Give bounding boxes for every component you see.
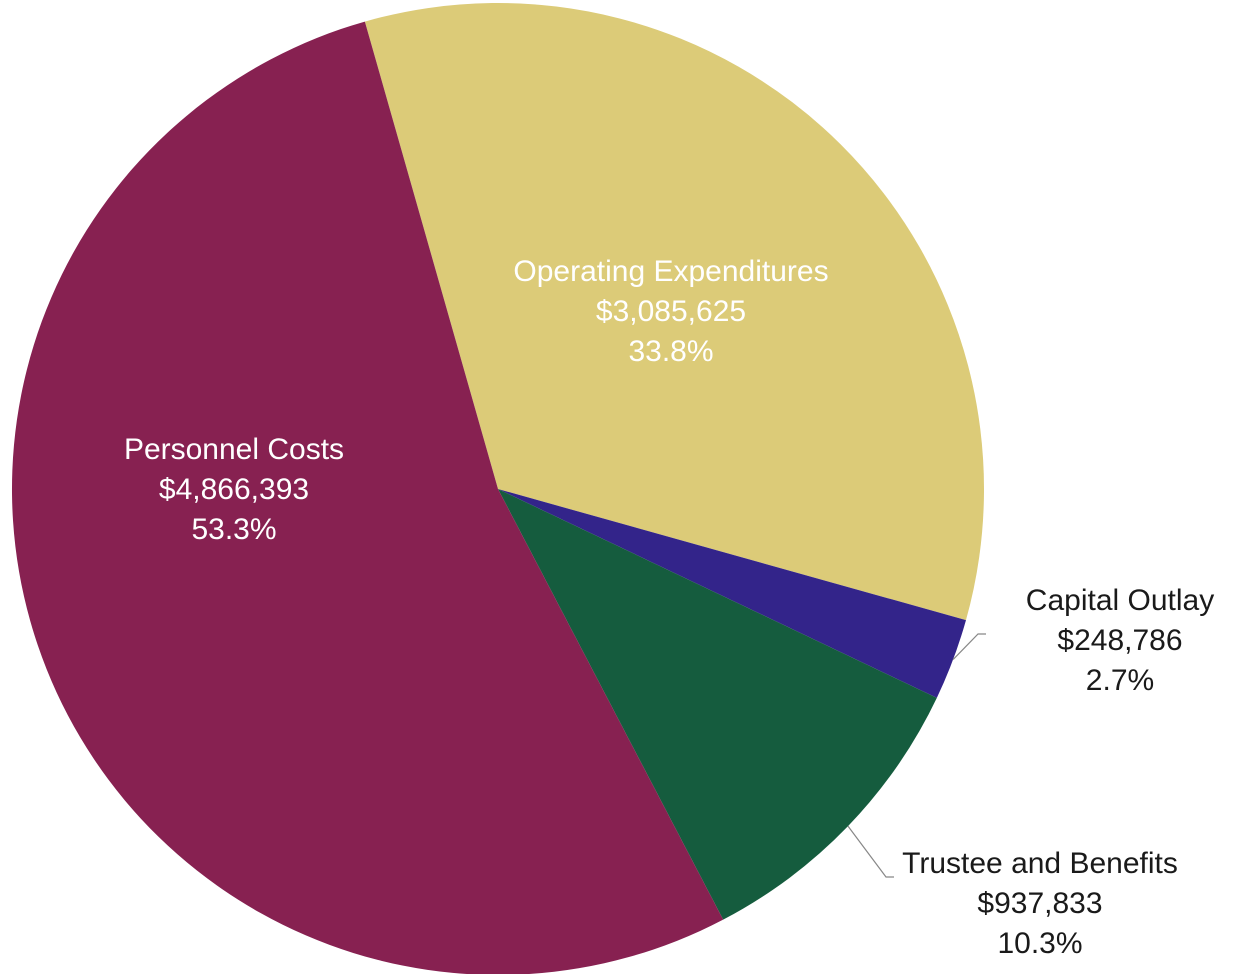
slice-label-trustee-and-benefits: Trustee and Benefits [902, 847, 1178, 880]
slice-percent-operating-expenditures: 33.8% [628, 335, 713, 368]
pie-slice-operating-expenditures [364, 2, 985, 621]
leader-line-trustee-and-benefits [847, 825, 894, 878]
slice-amount-capital-outlay: $248,786 [1057, 624, 1182, 657]
slice-amount-operating-expenditures: $3,085,625 [596, 295, 746, 328]
slice-amount-trustee-and-benefits: $937,833 [977, 887, 1102, 920]
pie-slice-personnel-costs [11, 21, 724, 976]
slice-label-operating-expenditures: Operating Expenditures [513, 255, 828, 288]
slice-amount-personnel-costs: $4,866,393 [159, 473, 309, 506]
slices-layer [11, 2, 985, 976]
leader-line-capital-outlay [952, 633, 986, 661]
leader-lines-layer [847, 633, 986, 878]
slice-percent-personnel-costs: 53.3% [191, 513, 276, 546]
slice-percent-trustee-and-benefits: 10.3% [997, 927, 1082, 960]
labels-layer: Operating Expenditures $3,085,625 33.8% Cap… [124, 255, 1214, 960]
slice-label-capital-outlay: Capital Outlay [1026, 584, 1214, 617]
slice-percent-capital-outlay: 2.7% [1086, 664, 1154, 697]
slice-label-personnel-costs: Personnel Costs [124, 433, 344, 466]
pie-slice-capital-outlay [498, 489, 966, 698]
pie-slice-trustee-and-benefits [498, 489, 937, 920]
